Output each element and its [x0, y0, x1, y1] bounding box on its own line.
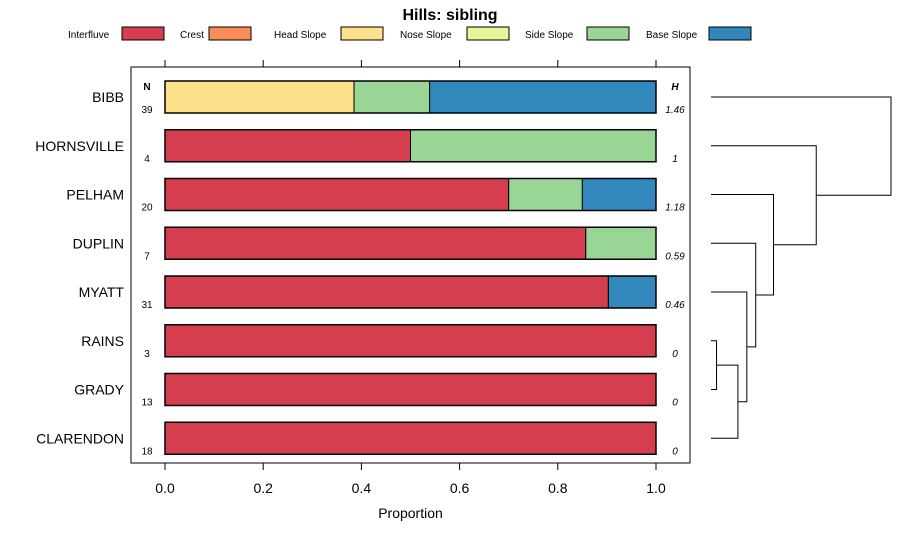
bar-segment-base-slope: [581, 178, 657, 211]
h-value: 0: [672, 446, 678, 457]
x-tick-label: 0.2: [253, 480, 273, 496]
dendrogram-branch: [711, 242, 757, 348]
legend-swatch-head-slope: [340, 26, 384, 41]
x-axis: 0.0 0.2 0.4 0.6 0.8 1.0: [155, 60, 666, 496]
h-value: 0: [672, 349, 678, 360]
chart-title: Hills: sibling: [402, 7, 497, 24]
h-header: H: [671, 82, 679, 93]
bar-segment-interfluve: [164, 178, 510, 211]
x-tick-label: 1.0: [646, 480, 666, 496]
bar-segment-interfluve: [164, 421, 657, 455]
row-pelham: PELHAM 20 1.18: [66, 177, 685, 214]
bar-outline: [164, 129, 657, 163]
x-tick-label: 0.6: [450, 480, 470, 496]
row-label: PELHAM: [66, 187, 124, 203]
legend-swatch-interfluve: [121, 26, 165, 41]
h-value: 0.46: [665, 300, 685, 311]
bar-outline: [164, 226, 657, 260]
legend: Interfluve Crest Head Slope Nose Slope Side …: [68, 26, 752, 41]
legend-label-base-slope: Base Slope: [646, 30, 698, 41]
bar-outline: [164, 372, 657, 407]
bar-rows: BIBB 39 1.46 HORNSVILLE 4 1 PELHAM 20 1.18 DUPLIN…: [35, 80, 685, 457]
n-value: 4: [144, 154, 150, 165]
bar-segment-side-slope: [585, 226, 657, 260]
legend-swatch-nose-slope: [466, 26, 510, 41]
bar-segment-head-slope: [164, 80, 355, 114]
dendrogram-branch: [711, 96, 892, 196]
x-axis-label: Proportion: [378, 505, 443, 521]
row-rains: RAINS 3 0: [81, 324, 678, 360]
bar-outline: [164, 324, 657, 358]
plot-frame: [130, 66, 691, 464]
bar-outline: [164, 421, 657, 455]
legend-label-interfluve: Interfluve: [68, 30, 110, 41]
bar-outline: [164, 177, 657, 212]
row-label: CLARENDON: [36, 430, 124, 446]
n-value: 31: [141, 300, 153, 311]
h-value: 0.59: [665, 251, 685, 262]
legend-label-head-slope: Head Slope: [274, 30, 327, 41]
row-label: HORNSVILLE: [35, 138, 124, 154]
legend-swatch-side-slope: [586, 26, 630, 41]
row-grady: GRADY 13 0: [74, 372, 678, 409]
row-label: GRADY: [74, 382, 124, 398]
bar-segment-interfluve: [164, 373, 657, 406]
row-clarendon: CLARENDON 18 0: [36, 421, 678, 457]
n-value: 39: [141, 105, 153, 116]
bar-segment-interfluve: [164, 129, 411, 163]
bar-outline: [164, 80, 657, 114]
row-label: BIBB: [92, 89, 124, 105]
n-value: 7: [144, 251, 150, 262]
n-value: 3: [144, 349, 150, 360]
bar-segment-side-slope: [508, 178, 583, 211]
dendrogram-branch: [711, 340, 718, 390]
row-myatt: MYATT 31 0.46: [79, 275, 685, 311]
bar-segment-interfluve: [164, 324, 657, 358]
row-duplin: DUPLIN 7 0.59: [73, 226, 685, 262]
x-tick-label: 0.0: [155, 480, 175, 496]
h-value: 0: [672, 398, 678, 409]
bar-segment-interfluve: [164, 226, 587, 260]
legend-label-nose-slope: Nose Slope: [400, 30, 452, 41]
x-tick-label: 0.4: [352, 480, 372, 496]
legend-swatch-crest: [208, 26, 252, 41]
bar-segment-side-slope: [410, 129, 657, 163]
bar-segment-base-slope: [429, 80, 657, 114]
bar-segment-base-slope: [607, 275, 657, 309]
dendrogram-branch: [711, 364, 739, 439]
n-header: N: [143, 82, 150, 93]
n-value: 18: [141, 446, 153, 457]
h-value: 1: [672, 154, 678, 165]
row-label: MYATT: [79, 284, 125, 300]
n-value: 20: [141, 203, 153, 214]
legend-label-crest: Crest: [180, 30, 204, 41]
bar-segment-side-slope: [353, 80, 431, 114]
bar-outline: [164, 275, 657, 309]
x-tick-label: 0.8: [548, 480, 568, 496]
h-value: 1.18: [665, 203, 685, 214]
dendrogram-branch: [711, 194, 775, 296]
legend-swatch-base-slope: [708, 26, 752, 41]
n-value: 13: [141, 398, 153, 409]
dendrogram: [711, 96, 892, 439]
row-label: RAINS: [81, 333, 124, 349]
row-hornsville: HORNSVILLE 4 1: [35, 129, 678, 165]
dendrogram-branch: [711, 145, 817, 246]
row-label: DUPLIN: [73, 235, 124, 251]
h-value: 1.46: [665, 105, 685, 116]
legend-label-side-slope: Side Slope: [525, 30, 574, 41]
row-bibb: BIBB 39 1.46: [92, 80, 685, 116]
bar-segment-interfluve: [164, 275, 609, 309]
